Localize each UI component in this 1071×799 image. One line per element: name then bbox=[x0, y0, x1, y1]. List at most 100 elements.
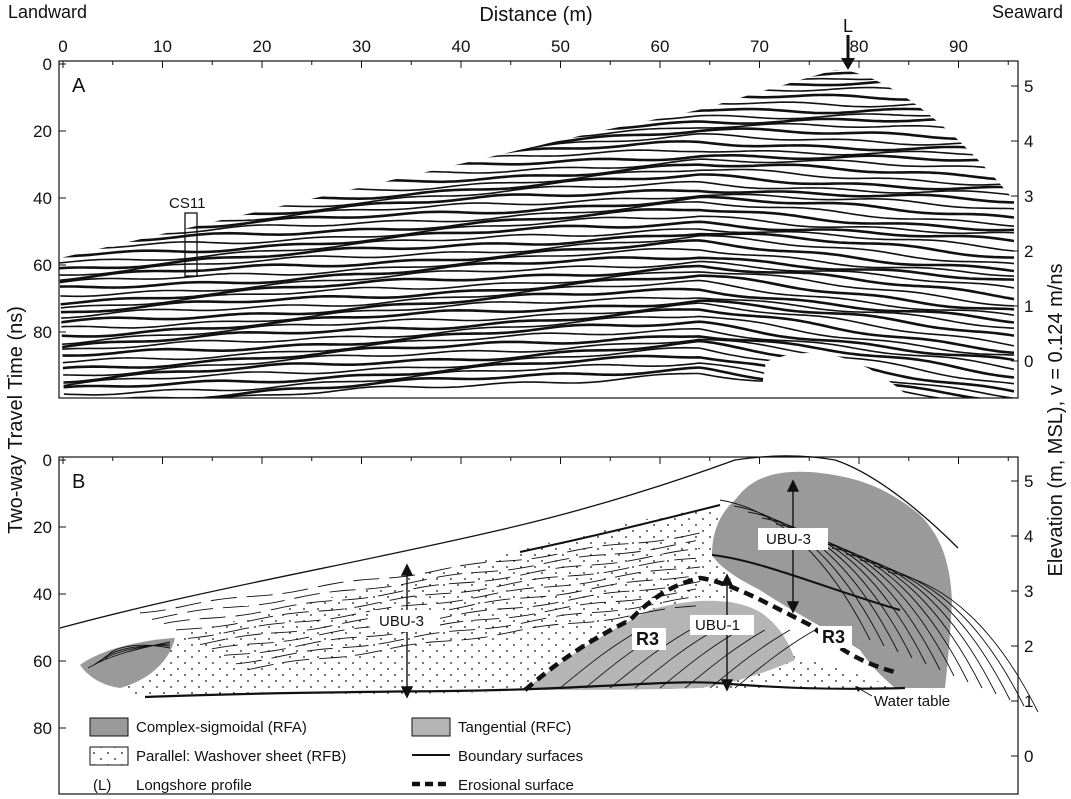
panel-a-ticks: 0 20 40 60 80 5 4 3 2 1 0 bbox=[33, 55, 1033, 371]
gpr-radargram bbox=[59, 70, 1015, 398]
tangential-lamina bbox=[609, 629, 691, 689]
panel-b-ticks: 0 20 40 60 80 5 4 3 2 1 0 bbox=[33, 451, 1033, 766]
elev-tick-label: 2 bbox=[1024, 242, 1033, 261]
elev-tick-label: 1 bbox=[1024, 692, 1033, 711]
upper-boundary-surface bbox=[519, 504, 721, 553]
reflector-trace bbox=[59, 299, 1015, 338]
reflector-trace bbox=[59, 247, 1015, 284]
legend-erosional-label: Erosional surface bbox=[458, 777, 574, 794]
reflector-trace bbox=[59, 271, 1015, 309]
reflector-trace bbox=[59, 308, 1015, 355]
reflector-trace bbox=[59, 70, 1014, 73]
elev-tick-label: 5 bbox=[1024, 77, 1033, 96]
elev-tick-label: 5 bbox=[1024, 472, 1033, 491]
twt-tick-label: 20 bbox=[33, 122, 52, 141]
x-tick-label: 50 bbox=[551, 37, 570, 56]
legend: Complex-sigmoidal (RFA) Tangential (RFC)… bbox=[89, 717, 583, 794]
sigmoidal-lamina bbox=[845, 553, 997, 695]
reflector-trace bbox=[59, 274, 1015, 314]
core-cs11-box bbox=[184, 212, 198, 277]
reflector-trace bbox=[59, 302, 1015, 347]
legend-complex-label: Complex-sigmoidal (RFA) bbox=[136, 719, 307, 736]
elev-tick-label: 0 bbox=[1024, 352, 1033, 371]
legend-complex-swatch bbox=[89, 717, 129, 737]
elev-tick-label: 4 bbox=[1024, 132, 1033, 151]
core-cs11-label: CS11 bbox=[169, 195, 205, 212]
reflector-trace bbox=[59, 366, 1015, 398]
legend-longshore-label: Longshore profile bbox=[136, 777, 252, 794]
elev-tick-label: 1 bbox=[1024, 297, 1033, 316]
r3-left-label: R3 bbox=[636, 629, 659, 649]
reflector-trace bbox=[59, 296, 1015, 329]
reflector-trace bbox=[59, 78, 1015, 123]
right-axis-title: Elevation (m, MSL), v = 0.124 m/ns bbox=[1045, 264, 1067, 577]
legend-parallel-swatch bbox=[89, 746, 129, 766]
reflector-trace bbox=[59, 220, 1015, 258]
sigmoidal-lamina-left bbox=[93, 643, 171, 666]
reflector-trace bbox=[59, 193, 1015, 230]
reflector-trace bbox=[59, 215, 1015, 249]
twt-tick-label: 20 bbox=[33, 518, 52, 537]
tangential-lamina bbox=[559, 629, 641, 689]
washover-lamina bbox=[151, 540, 697, 620]
washover-lamina bbox=[175, 557, 697, 631]
ubu1-label: UBU-1 bbox=[695, 617, 740, 634]
reflector-trace bbox=[59, 70, 1015, 77]
legend-tangential-label: Tangential (RFC) bbox=[458, 719, 571, 736]
erosional-surface bbox=[523, 575, 896, 692]
reflector-trace bbox=[59, 287, 1015, 324]
twt-tick-label: 80 bbox=[33, 323, 52, 342]
sigmoidal-lamina bbox=[831, 547, 983, 689]
reflector-trace bbox=[59, 105, 1015, 143]
complex-sigmoidal-left bbox=[80, 638, 175, 688]
longshore-arrowhead-icon bbox=[841, 58, 855, 70]
legend-tangential-swatch bbox=[411, 717, 451, 737]
x-tick-label: 60 bbox=[651, 37, 670, 56]
x-tick-labels: 0 10 20 30 40 50 60 70 80 90 bbox=[58, 37, 968, 56]
reflector-trace bbox=[59, 260, 1015, 298]
twt-tick-label: 0 bbox=[43, 451, 52, 470]
reflector-trace bbox=[59, 279, 1015, 319]
x-tick-label: 70 bbox=[750, 37, 769, 56]
ubu3-right-label: UBU-3 bbox=[766, 531, 811, 548]
twt-tick-label: 40 bbox=[33, 585, 52, 604]
ubu3-left-label: UBU-3 bbox=[379, 613, 424, 630]
water-table-arrow-icon bbox=[855, 686, 862, 692]
twt-tick-label: 80 bbox=[33, 719, 52, 738]
legend-parallel-label: Parallel: Washover sheet (RFB) bbox=[136, 748, 346, 765]
x-tick-label: 40 bbox=[452, 37, 471, 56]
reflector-trace bbox=[59, 201, 1015, 244]
elev-tick-label: 3 bbox=[1024, 582, 1033, 601]
legend-longshore-symbol: (L) bbox=[93, 777, 111, 794]
elev-tick-label: 3 bbox=[1024, 187, 1033, 206]
x-tick-label: 20 bbox=[253, 37, 272, 56]
reflector-trace bbox=[59, 315, 1015, 356]
sigmoidal-lamina bbox=[887, 571, 1039, 713]
reflector-trace bbox=[59, 70, 1015, 99]
sigmoidal-lamina-left bbox=[99, 645, 171, 663]
elev-tick-label: 0 bbox=[1024, 747, 1033, 766]
reflector-trace bbox=[59, 232, 1015, 270]
washover-lamina bbox=[247, 605, 697, 671]
washover-lamina bbox=[163, 548, 701, 625]
x-axis-title: Distance (m) bbox=[479, 4, 592, 26]
reflector-trace bbox=[59, 111, 1015, 150]
elev-tick-label: 2 bbox=[1024, 637, 1033, 656]
r3-left-bg bbox=[632, 628, 666, 650]
seaward-label: Seaward bbox=[992, 2, 1063, 22]
sigmoidal-lamina bbox=[873, 565, 1025, 707]
washover-lamina bbox=[199, 575, 697, 646]
reflector-trace bbox=[59, 335, 1015, 379]
ubu1-bg bbox=[690, 615, 754, 635]
reflector-trace bbox=[59, 70, 1015, 83]
sigmoidal-lamina bbox=[747, 511, 899, 653]
reflector-trace bbox=[59, 256, 1015, 289]
left-axis-title: Two-way Travel Time (ns) bbox=[5, 306, 27, 534]
reflector-trace bbox=[59, 239, 1015, 283]
x-tick-label: 90 bbox=[949, 37, 968, 56]
panel-a-frame bbox=[58, 60, 1019, 399]
reflector-trace bbox=[59, 93, 1015, 138]
